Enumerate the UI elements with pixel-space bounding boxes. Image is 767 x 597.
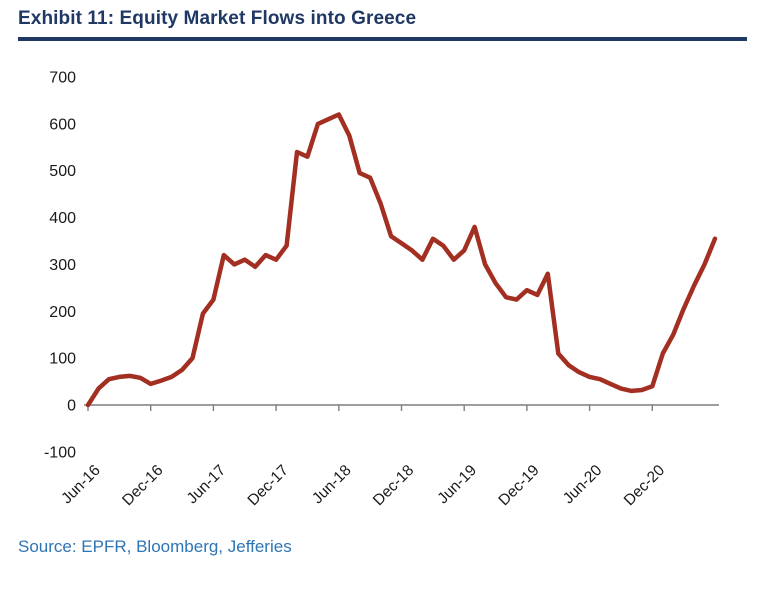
y-tick-label: 300 xyxy=(49,257,76,274)
x-tick-label: Jun-17 xyxy=(184,462,230,508)
y-tick-label: -100 xyxy=(44,444,76,461)
x-tick-label: Dec-18 xyxy=(370,462,417,509)
exhibit-title: Exhibit 11: Equity Market Flows into Gre… xyxy=(18,8,417,29)
x-tick-label: Dec-20 xyxy=(621,462,669,510)
x-tick-label: Jun-19 xyxy=(434,462,480,508)
y-tick-label: 200 xyxy=(49,304,76,321)
y-tick-label: 0 xyxy=(67,398,76,415)
y-tick-label: 400 xyxy=(49,210,76,227)
series-line xyxy=(85,112,718,408)
x-tick-label: Dec-19 xyxy=(495,462,542,509)
source-note: Source: EPFR, Bloomberg, Jefferies xyxy=(18,537,292,556)
x-tick-label: Jun-16 xyxy=(58,462,104,508)
x-tick-label: Dec-16 xyxy=(119,462,166,509)
y-tick-label: 600 xyxy=(49,116,76,133)
y-tick-label: 500 xyxy=(49,163,76,180)
x-tick-label: Dec-17 xyxy=(245,462,292,509)
x-tick-label: Jun-20 xyxy=(560,462,606,508)
y-tick-label: 700 xyxy=(49,70,76,87)
x-tick-label: Jun-18 xyxy=(309,462,355,508)
title-underline-rule xyxy=(18,37,747,41)
y-tick-label: 100 xyxy=(49,351,76,368)
